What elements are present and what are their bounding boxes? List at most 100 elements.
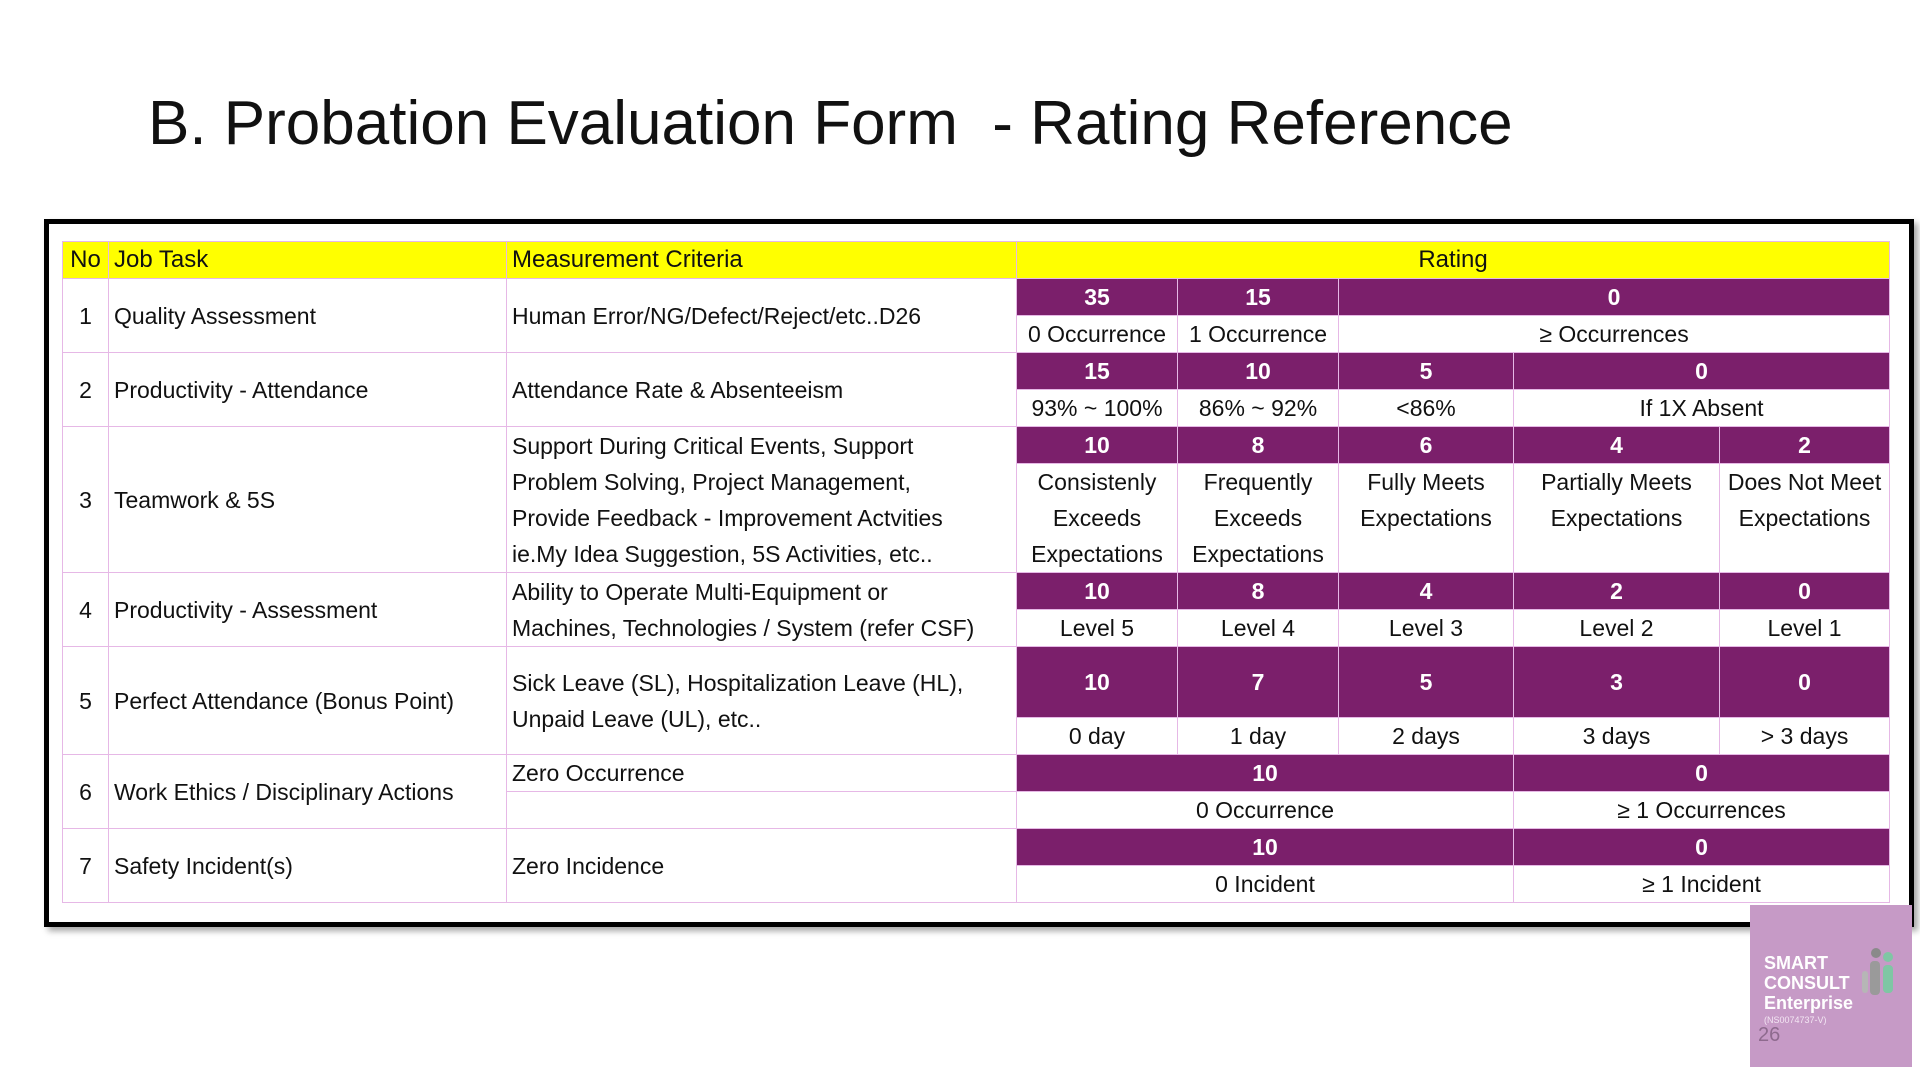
row-criteria: Support During Critical Events, Support … <box>506 426 1017 573</box>
rating-label: 0 Occurrence <box>1016 315 1178 353</box>
row-criteria: Sick Leave (SL), Hospitalization Leave (… <box>506 646 1017 755</box>
row-no: 4 <box>62 572 109 647</box>
rating-score: 0 <box>1512 828 1891 866</box>
table-row-labels: 0 Occurrence 1 Occurrence ≥ Occurrences <box>63 315 1891 353</box>
rating-score: 5 <box>1338 352 1514 390</box>
row-no: 2 <box>62 352 109 427</box>
label-line: Consistenly <box>1037 469 1157 495</box>
rating-score: 6 <box>1338 426 1514 464</box>
rating-score: 3 <box>1513 646 1720 718</box>
rating-label: Level 2 <box>1513 609 1720 647</box>
row-no: 7 <box>62 828 109 903</box>
table-row-labels: Consistenly Exceeds Expectations Frequen… <box>63 463 1891 573</box>
table-row: 3 Teamwork & 5S Support During Critical … <box>62 426 1891 573</box>
header-no: No <box>62 241 109 279</box>
row-criteria: Human Error/NG/Defect/Reject/etc..D26 <box>506 278 1017 353</box>
rating-score: 15 <box>1016 352 1178 390</box>
logo-line: CONSULT <box>1764 973 1850 993</box>
rating-label: 0 Occurrence <box>1016 791 1514 829</box>
table-row-labels: 0 Incident ≥ 1 Incident <box>63 865 1891 903</box>
rating-table-frame: No Job Task Measurement Criteria Rating … <box>44 219 1914 927</box>
rating-label: Fully Meets Expectations <box>1338 463 1514 573</box>
criteria-line: ie.My Idea Suggestion, 5S Activities, et… <box>512 540 933 567</box>
rating-score: 0 <box>1718 646 1891 718</box>
label-line: Partially Meets <box>1541 469 1692 495</box>
company-logo: SMART CONSULT Enterprise (NS0074737-V) <box>1750 905 1912 1067</box>
rating-label: ≥ Occurrences <box>1337 315 1891 353</box>
row-job-task: Safety Incident(s) <box>108 828 507 903</box>
rating-label: ≥ 1 Occurrences <box>1512 791 1891 829</box>
header-measurement-criteria: Measurement Criteria <box>506 241 1017 279</box>
label-line: Expectations <box>1031 541 1163 567</box>
label-line: Exceeds <box>1052 505 1142 531</box>
table-row-labels: Level 5 Level 4 Level 3 Level 2 Level 1 <box>63 609 1891 647</box>
row-job-task: Quality Assessment <box>108 278 507 353</box>
label-line: Expectations <box>1550 505 1683 531</box>
table-header-row: No Job Task Measurement Criteria Rating <box>62 241 1891 279</box>
row-job-task: Work Ethics / Disciplinary Actions <box>108 754 507 829</box>
rating-label: Level 1 <box>1718 609 1891 647</box>
row-job-task: Productivity - Attendance <box>108 352 507 427</box>
table-row: 7 Safety Incident(s) Zero Incidence 10 0 <box>62 828 1891 903</box>
rating-label: 0 Incident <box>1016 865 1514 903</box>
rating-score: 10 <box>1016 646 1178 718</box>
rating-score: 35 <box>1016 278 1178 316</box>
rating-score: 4 <box>1513 426 1720 464</box>
table-row: 6 Work Ethics / Disciplinary Actions Zer… <box>62 754 1891 829</box>
logo-registration: (NS0074737-V) <box>1764 1015 1827 1025</box>
row-job-task: Productivity - Assessment <box>108 572 507 647</box>
page-number: 26 <box>1758 1024 1781 1046</box>
rating-score: 10 <box>1016 754 1514 792</box>
rating-label: 93% ~ 100% <box>1016 389 1178 427</box>
table-row: 1 Quality Assessment Human Error/NG/Defe… <box>62 278 1891 353</box>
row-job-task: Perfect Attendance (Bonus Point) <box>108 646 507 755</box>
row-criteria: Zero Incidence <box>506 828 1017 903</box>
slide-title: B. Probation Evaluation Form - Rating Re… <box>148 89 1513 158</box>
rating-label: Level 3 <box>1338 609 1514 647</box>
label-line: Expectations <box>1360 505 1492 531</box>
label-line: Expectations <box>1192 541 1324 567</box>
rating-score: 5 <box>1338 646 1514 718</box>
rating-score: 8 <box>1177 426 1339 464</box>
row-no: 1 <box>62 278 109 353</box>
rating-label: 1 Occurrence <box>1177 315 1339 353</box>
table-row: 4 Productivity - Assessment Ability to O… <box>62 572 1891 647</box>
row-criteria: Zero Occurrence <box>506 754 1017 792</box>
rating-score: 0 <box>1337 278 1891 316</box>
label-line: Frequently <box>1203 469 1313 495</box>
rating-label: 2 days <box>1338 717 1514 755</box>
table-row: 2 Productivity - Attendance Attendance R… <box>62 352 1891 427</box>
header-rating: Rating <box>1015 241 1891 279</box>
rating-label: ≥ 1 Incident <box>1512 865 1891 903</box>
criteria-line: Support During Critical Events, Support <box>512 432 914 459</box>
label-line: Exceeds <box>1213 505 1303 531</box>
rating-score: 2 <box>1513 572 1720 610</box>
rating-score: 10 <box>1016 572 1178 610</box>
rating-score: 10 <box>1177 352 1339 390</box>
logo-text: SMART CONSULT Enterprise <box>1764 953 1853 1013</box>
criteria-line: Machines, Technologies / System (refer C… <box>512 614 975 641</box>
row-no: 3 <box>62 426 109 573</box>
label-line: Expectations <box>1738 505 1871 531</box>
rating-score: 10 <box>1016 828 1514 866</box>
row-criteria: Ability to Operate Multi-Equipment or Ma… <box>506 572 1017 647</box>
criteria-line: Problem Solving, Project Management, <box>512 468 911 495</box>
criteria-line: Sick Leave (SL), Hospitalization Leave (… <box>512 669 964 696</box>
rating-score: 2 <box>1718 426 1891 464</box>
label-line: Fully Meets <box>1367 469 1485 495</box>
rating-score: 7 <box>1177 646 1339 718</box>
rating-label: Consistenly Exceeds Expectations <box>1016 463 1178 573</box>
criteria-line: Unpaid Leave (UL), etc.. <box>512 705 762 732</box>
rating-score: 0 <box>1512 754 1891 792</box>
rating-label: 3 days <box>1513 717 1720 755</box>
row-criteria: Attendance Rate & Absenteeism <box>506 352 1017 427</box>
row-no: 5 <box>62 646 109 755</box>
header-job-task: Job Task <box>108 241 507 279</box>
rating-score: 15 <box>1177 278 1339 316</box>
label-line: Does Not Meet <box>1727 469 1882 495</box>
rating-label: > 3 days <box>1718 717 1891 755</box>
table-row-labels: 0 day 1 day 2 days 3 days > 3 days <box>63 717 1891 755</box>
rating-label: Level 4 <box>1177 609 1339 647</box>
row-job-task: Teamwork & 5S <box>108 426 507 573</box>
logo-line: SMART <box>1764 953 1828 973</box>
